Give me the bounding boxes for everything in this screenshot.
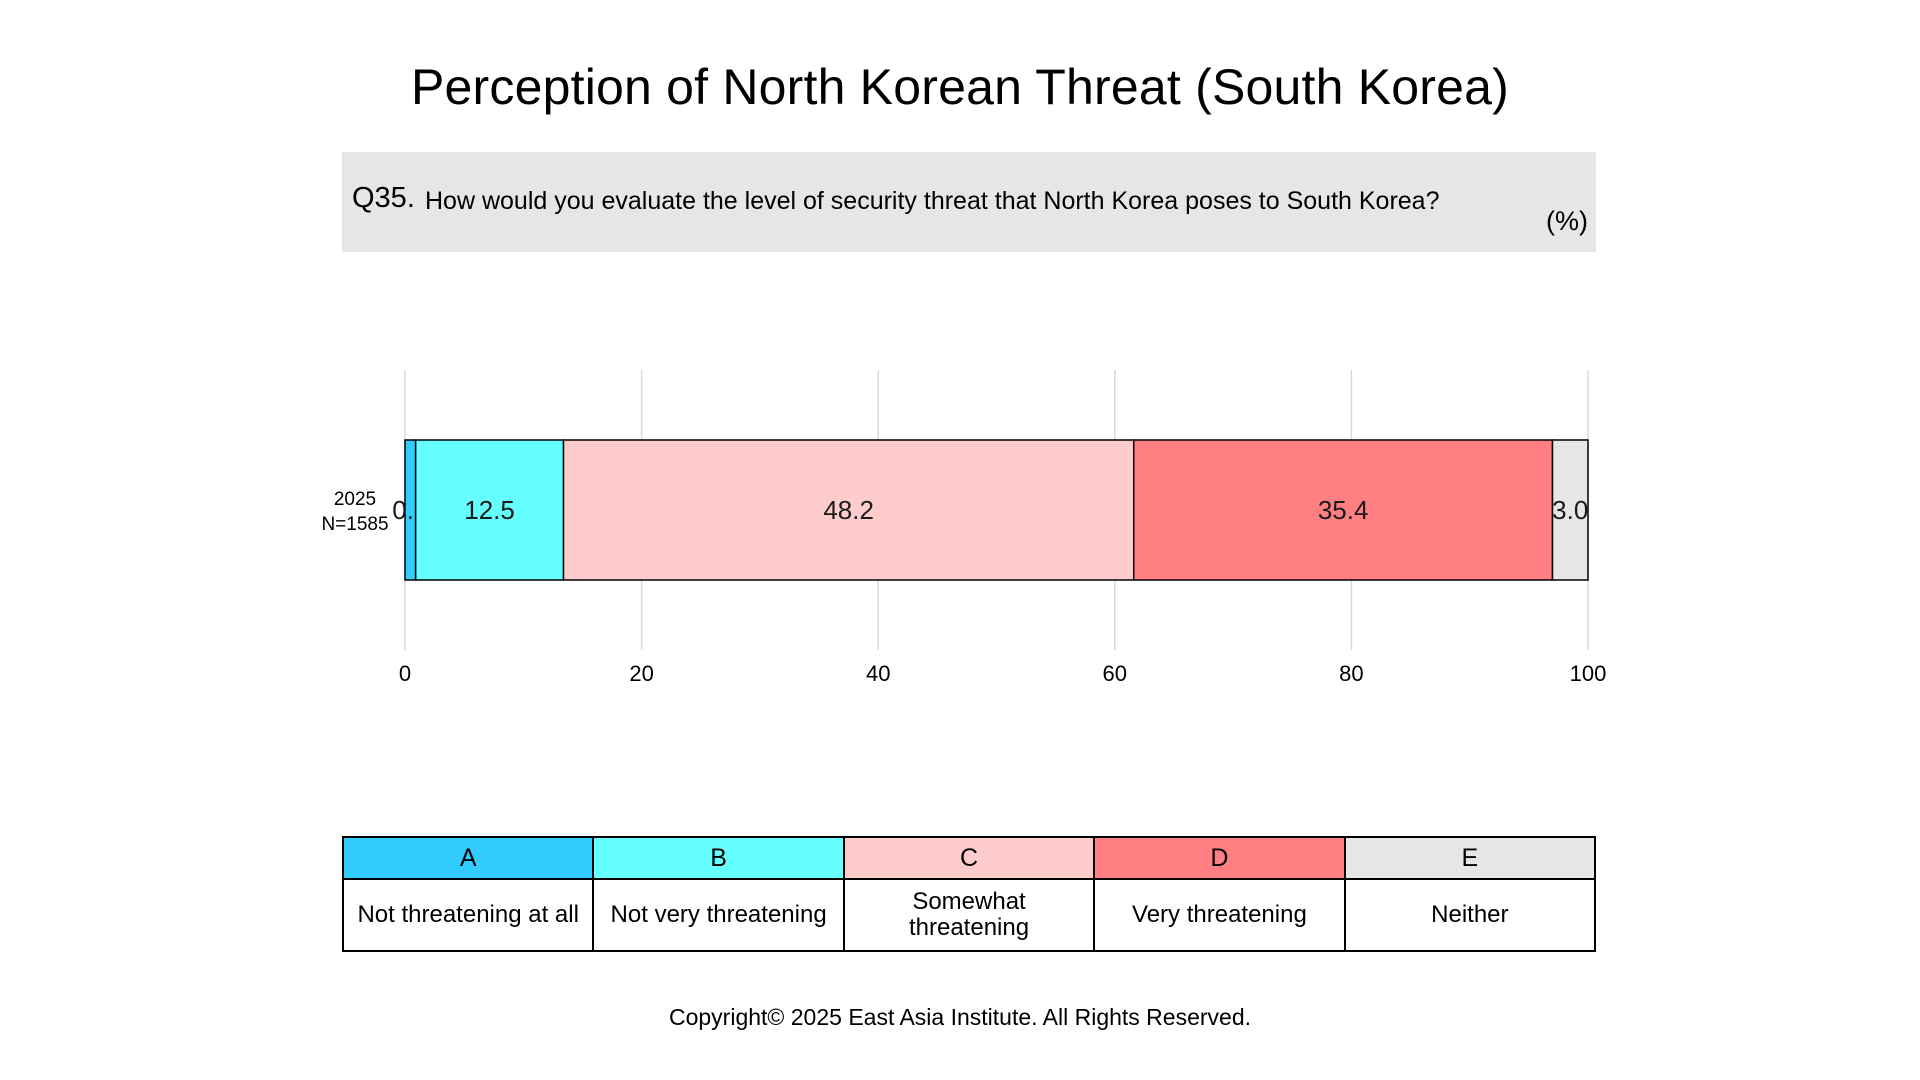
- row-label: 2025 N=1585: [300, 487, 410, 537]
- legend-key-c: C: [844, 838, 1094, 880]
- legend-column-c: C Somewhat threatening: [842, 838, 1094, 950]
- row-sample-size: N=1585: [321, 514, 389, 535]
- unit-label: (%): [1546, 206, 1588, 236]
- data-label-b: 12.5: [464, 495, 515, 525]
- x-tick-label-80: 80: [1339, 661, 1363, 686]
- x-tick-label-0: 0: [399, 661, 411, 686]
- legend-table: A Not threatening at all B Not very thre…: [342, 836, 1596, 952]
- x-tick-label-60: 60: [1103, 661, 1127, 686]
- legend-key-d: D: [1095, 838, 1344, 880]
- question-text: How would you evaluate the level of secu…: [425, 187, 1440, 215]
- legend-column-b: B Not very threatening: [592, 838, 843, 950]
- data-label-c: 48.2: [823, 495, 874, 525]
- legend-label-b: Not very threatening: [610, 901, 827, 928]
- copyright-notice: Copyright© 2025 East Asia Institute. All…: [668, 1004, 1252, 1030]
- bar-segment-e: [1551, 439, 1589, 581]
- x-tick-label-40: 40: [866, 661, 890, 686]
- data-label-d: 35.4: [1318, 495, 1369, 525]
- bar-segment-c: [562, 439, 1135, 581]
- bar-segment-b: [414, 439, 565, 581]
- data-label-e: 3.0: [1552, 495, 1588, 525]
- bar-segment-d: [1132, 439, 1554, 581]
- question-number: Q35.: [352, 182, 415, 214]
- legend-key-b: B: [594, 838, 843, 880]
- row-year: 2025: [333, 489, 377, 510]
- legend-label-a: Not threatening at all: [357, 901, 579, 928]
- legend-key-a: A: [344, 838, 593, 880]
- question-box: Q35. How would you evaluate the level of…: [342, 152, 1596, 252]
- x-tick-label-20: 20: [629, 661, 653, 686]
- legend-label-e: Neither: [1431, 901, 1509, 928]
- chart-title: Perception of North Korean Threat (South…: [411, 59, 1509, 115]
- legend-column-a: A Not threatening at all: [344, 838, 593, 950]
- legend-key-e: E: [1345, 838, 1595, 880]
- legend-label-d: Very threatening: [1132, 901, 1307, 928]
- x-tick-label-100: 100: [1570, 661, 1607, 686]
- legend-column-d: D Very threatening: [1093, 838, 1344, 950]
- legend-label-c: Somewhat threatening: [908, 888, 1030, 941]
- legend-column-e: E Neither: [1343, 838, 1595, 950]
